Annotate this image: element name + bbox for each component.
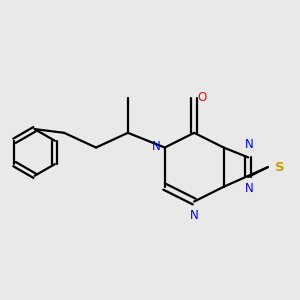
Text: N: N: [190, 209, 199, 222]
Text: O: O: [198, 91, 207, 104]
Text: N: N: [245, 138, 254, 151]
Text: N: N: [245, 182, 254, 195]
Text: S: S: [274, 161, 284, 174]
Text: N: N: [152, 140, 161, 153]
